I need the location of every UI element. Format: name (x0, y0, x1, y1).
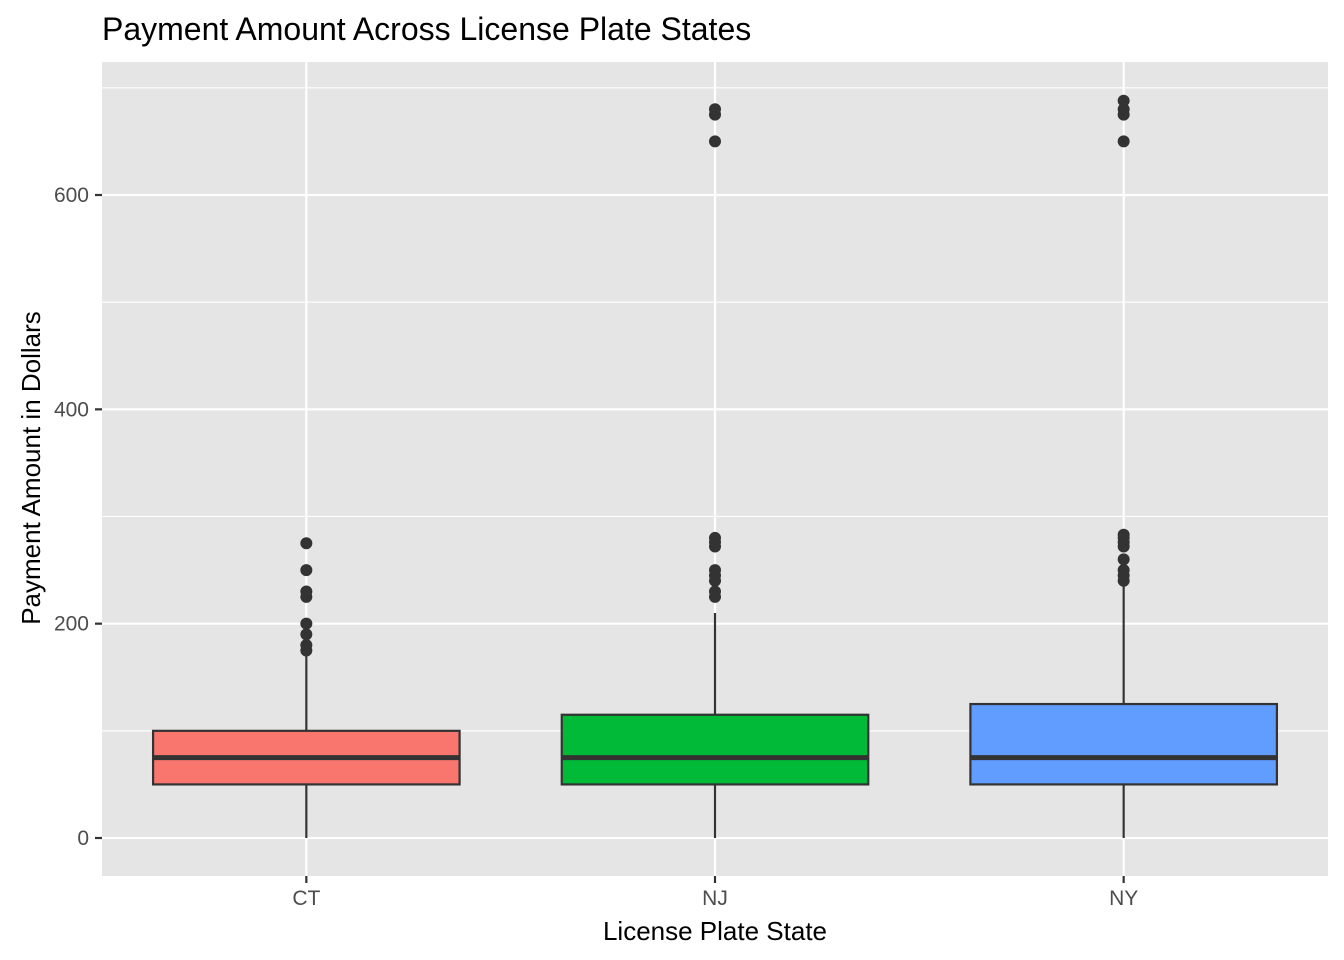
outlier-point (709, 585, 721, 598)
y-axis: 0 200 400 600 (54, 184, 102, 850)
outlier-point (300, 617, 313, 630)
boxes (151, 94, 1279, 838)
x-tick-label: NJ (702, 887, 728, 910)
outlier-point (1117, 553, 1130, 566)
outlier-point (300, 639, 313, 652)
iqr-box (560, 713, 870, 786)
y-axis-title: Payment Amount in Dollars (16, 311, 46, 625)
outlier-point (300, 585, 313, 598)
x-tick-label: NY (1109, 887, 1138, 910)
x-tick-label: CT (292, 887, 320, 910)
outlier-point (1117, 103, 1130, 116)
x-axis: CT NJ NY (292, 876, 1138, 910)
y-tick-label: 0 (77, 827, 89, 850)
outlier-point (1117, 135, 1130, 148)
outlier-point (709, 564, 721, 577)
y-tick-label: 200 (54, 613, 89, 636)
outlier-point (300, 628, 313, 641)
iqr-box (969, 702, 1279, 786)
box-nj (560, 103, 870, 838)
x-axis-title: License Plate State (603, 916, 827, 946)
outlier-point (1117, 564, 1130, 577)
outlier-point (709, 103, 721, 116)
chart-title: Payment Amount Across License Plate Stat… (102, 11, 751, 47)
box-ct (151, 537, 461, 838)
outlier-point (300, 537, 313, 550)
y-tick-label: 400 (54, 398, 89, 421)
outlier-point (1117, 94, 1130, 107)
outlier-point (709, 135, 721, 148)
outlier-point (709, 531, 721, 544)
outlier-point (300, 564, 313, 577)
box-ny (969, 94, 1279, 838)
y-tick-label: 600 (54, 184, 89, 207)
outlier-point (1117, 528, 1130, 541)
